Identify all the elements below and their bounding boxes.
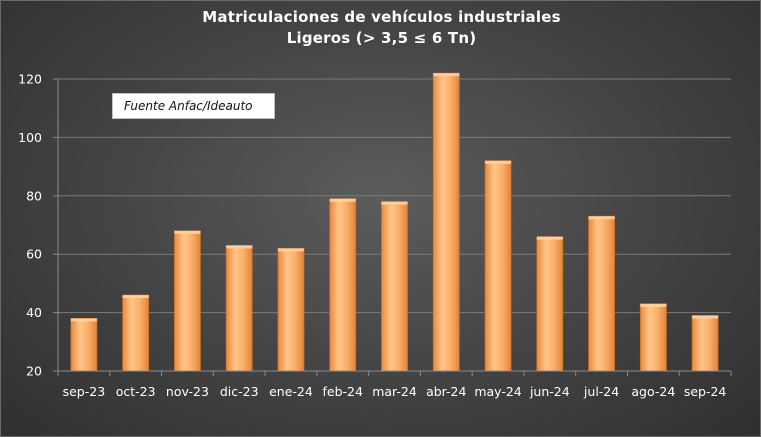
bar-cap xyxy=(226,245,253,249)
bar-body xyxy=(381,201,408,372)
bar-body xyxy=(174,230,201,372)
y-tick-label: 80 xyxy=(26,188,42,203)
bar-mar-24 xyxy=(381,201,408,372)
bar-cap xyxy=(329,198,356,202)
y-tick-label: 60 xyxy=(26,247,42,262)
bar-cap xyxy=(640,303,667,307)
y-axis: 20 40 60 80 100 120 xyxy=(18,72,59,379)
bar-cap xyxy=(70,318,97,322)
x-tick-label: feb-24 xyxy=(323,384,363,399)
chart-title: Matriculaciones de vehículos industriale… xyxy=(202,8,561,26)
bars xyxy=(70,72,719,372)
bar-nov-23 xyxy=(174,230,201,372)
x-axis: sep-23 oct-23 nov-23 dic-23 ene-24 feb-24 mar-… xyxy=(57,370,732,399)
x-tick-label: ago-24 xyxy=(631,384,675,399)
bar-body xyxy=(277,247,305,372)
bar-ago-24 xyxy=(639,303,667,372)
bar-jul-24 xyxy=(588,215,615,372)
y-tick-label: 40 xyxy=(26,305,42,320)
bar-body xyxy=(122,294,150,372)
bar-may-24 xyxy=(484,160,512,372)
x-tick-label: oct-23 xyxy=(116,384,156,399)
bar-cap xyxy=(433,73,460,77)
bar-cap xyxy=(485,160,512,164)
y-tick-label: 20 xyxy=(26,364,42,379)
bar-cap xyxy=(174,230,201,234)
bar-body xyxy=(329,198,357,372)
bar-body xyxy=(536,236,564,372)
chart-subtitle: Ligeros (> 3,5 ≤ 6 Tn) xyxy=(286,29,477,47)
bar-cap xyxy=(588,216,615,220)
bar-dic-23 xyxy=(225,245,253,372)
bar-feb-24 xyxy=(329,198,357,372)
x-tick-label: sep-23 xyxy=(63,384,106,399)
x-tick-label: mar-24 xyxy=(372,384,417,399)
bar-body xyxy=(639,303,667,372)
x-tick-label: may-24 xyxy=(474,384,521,399)
chart-title-block: Matriculaciones de vehículos industriale… xyxy=(1,7,761,49)
bar-cap xyxy=(381,201,408,205)
bar-cap xyxy=(692,315,719,319)
bar-body xyxy=(432,72,460,372)
x-tick-label: ene-24 xyxy=(269,384,313,399)
x-tick-label: abr-24 xyxy=(426,384,466,399)
x-tick-label: dic-23 xyxy=(220,384,259,399)
x-tick-label: sep-24 xyxy=(684,384,727,399)
bar-ene-24 xyxy=(277,247,305,372)
bar-cap xyxy=(536,236,563,240)
bar-cap xyxy=(122,295,149,299)
bar-cap xyxy=(277,248,304,252)
bar-oct-23 xyxy=(122,294,150,372)
bar-abr-24 xyxy=(432,72,460,372)
y-tick-label: 100 xyxy=(18,130,42,145)
source-annotation: Fuente Anfac/Ideauto xyxy=(112,93,275,119)
bar-jun-24 xyxy=(536,236,564,372)
y-tick-label: 120 xyxy=(18,72,42,87)
x-tick-label: nov-23 xyxy=(166,384,209,399)
bar-sep-24 xyxy=(691,315,719,372)
x-tick-label: jul-24 xyxy=(583,384,619,399)
bar-sep-23 xyxy=(70,318,98,372)
bar-body xyxy=(588,215,615,372)
bar-body xyxy=(691,315,719,372)
bar-body xyxy=(225,245,253,372)
bar-body xyxy=(70,318,98,372)
bar-body xyxy=(484,160,512,372)
x-tick-label: jun-24 xyxy=(529,384,570,399)
